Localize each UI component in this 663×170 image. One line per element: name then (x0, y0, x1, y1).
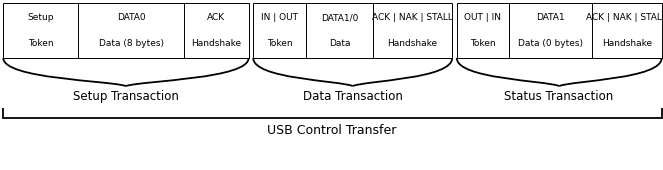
Text: OUT | IN: OUT | IN (465, 13, 501, 22)
Text: ACK | NAK | STALL: ACK | NAK | STALL (587, 13, 663, 22)
Bar (457, 3, 509, 58)
Text: DATA1/0: DATA1/0 (321, 13, 358, 22)
Text: Data (8 bytes): Data (8 bytes) (99, 39, 164, 48)
Text: DATA0: DATA0 (117, 13, 146, 22)
Bar (3, 3, 78, 58)
Text: Data Transaction: Data Transaction (303, 90, 402, 103)
Text: Status Transaction: Status Transaction (505, 90, 613, 103)
Bar (592, 3, 662, 58)
Text: Data: Data (329, 39, 350, 48)
Bar (78, 3, 184, 58)
Text: Handshake: Handshake (387, 39, 438, 48)
Text: ACK | NAK | STALL: ACK | NAK | STALL (372, 13, 453, 22)
Text: Setup: Setup (28, 13, 54, 22)
Text: Handshake: Handshake (192, 39, 241, 48)
Text: Setup Transaction: Setup Transaction (73, 90, 179, 103)
Bar (253, 3, 306, 58)
Text: USB Control Transfer: USB Control Transfer (267, 124, 396, 137)
Text: IN | OUT: IN | OUT (261, 13, 298, 22)
Bar (509, 3, 592, 58)
Bar (306, 3, 373, 58)
Text: Handshake: Handshake (602, 39, 652, 48)
Text: Token: Token (28, 39, 54, 48)
Text: ACK: ACK (208, 13, 225, 22)
Text: DATA1: DATA1 (536, 13, 565, 22)
Text: Token: Token (470, 39, 496, 48)
Text: Data (0 bytes): Data (0 bytes) (518, 39, 583, 48)
Bar (184, 3, 249, 58)
Text: Token: Token (267, 39, 292, 48)
Bar (373, 3, 452, 58)
